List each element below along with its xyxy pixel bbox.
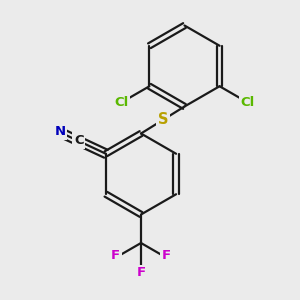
Text: C: C <box>74 134 84 147</box>
Text: F: F <box>136 266 146 280</box>
Text: F: F <box>111 249 120 262</box>
Text: N: N <box>55 125 66 138</box>
Text: S: S <box>158 112 168 128</box>
Text: Cl: Cl <box>114 96 129 109</box>
Text: F: F <box>162 249 171 262</box>
Text: Cl: Cl <box>240 96 255 109</box>
